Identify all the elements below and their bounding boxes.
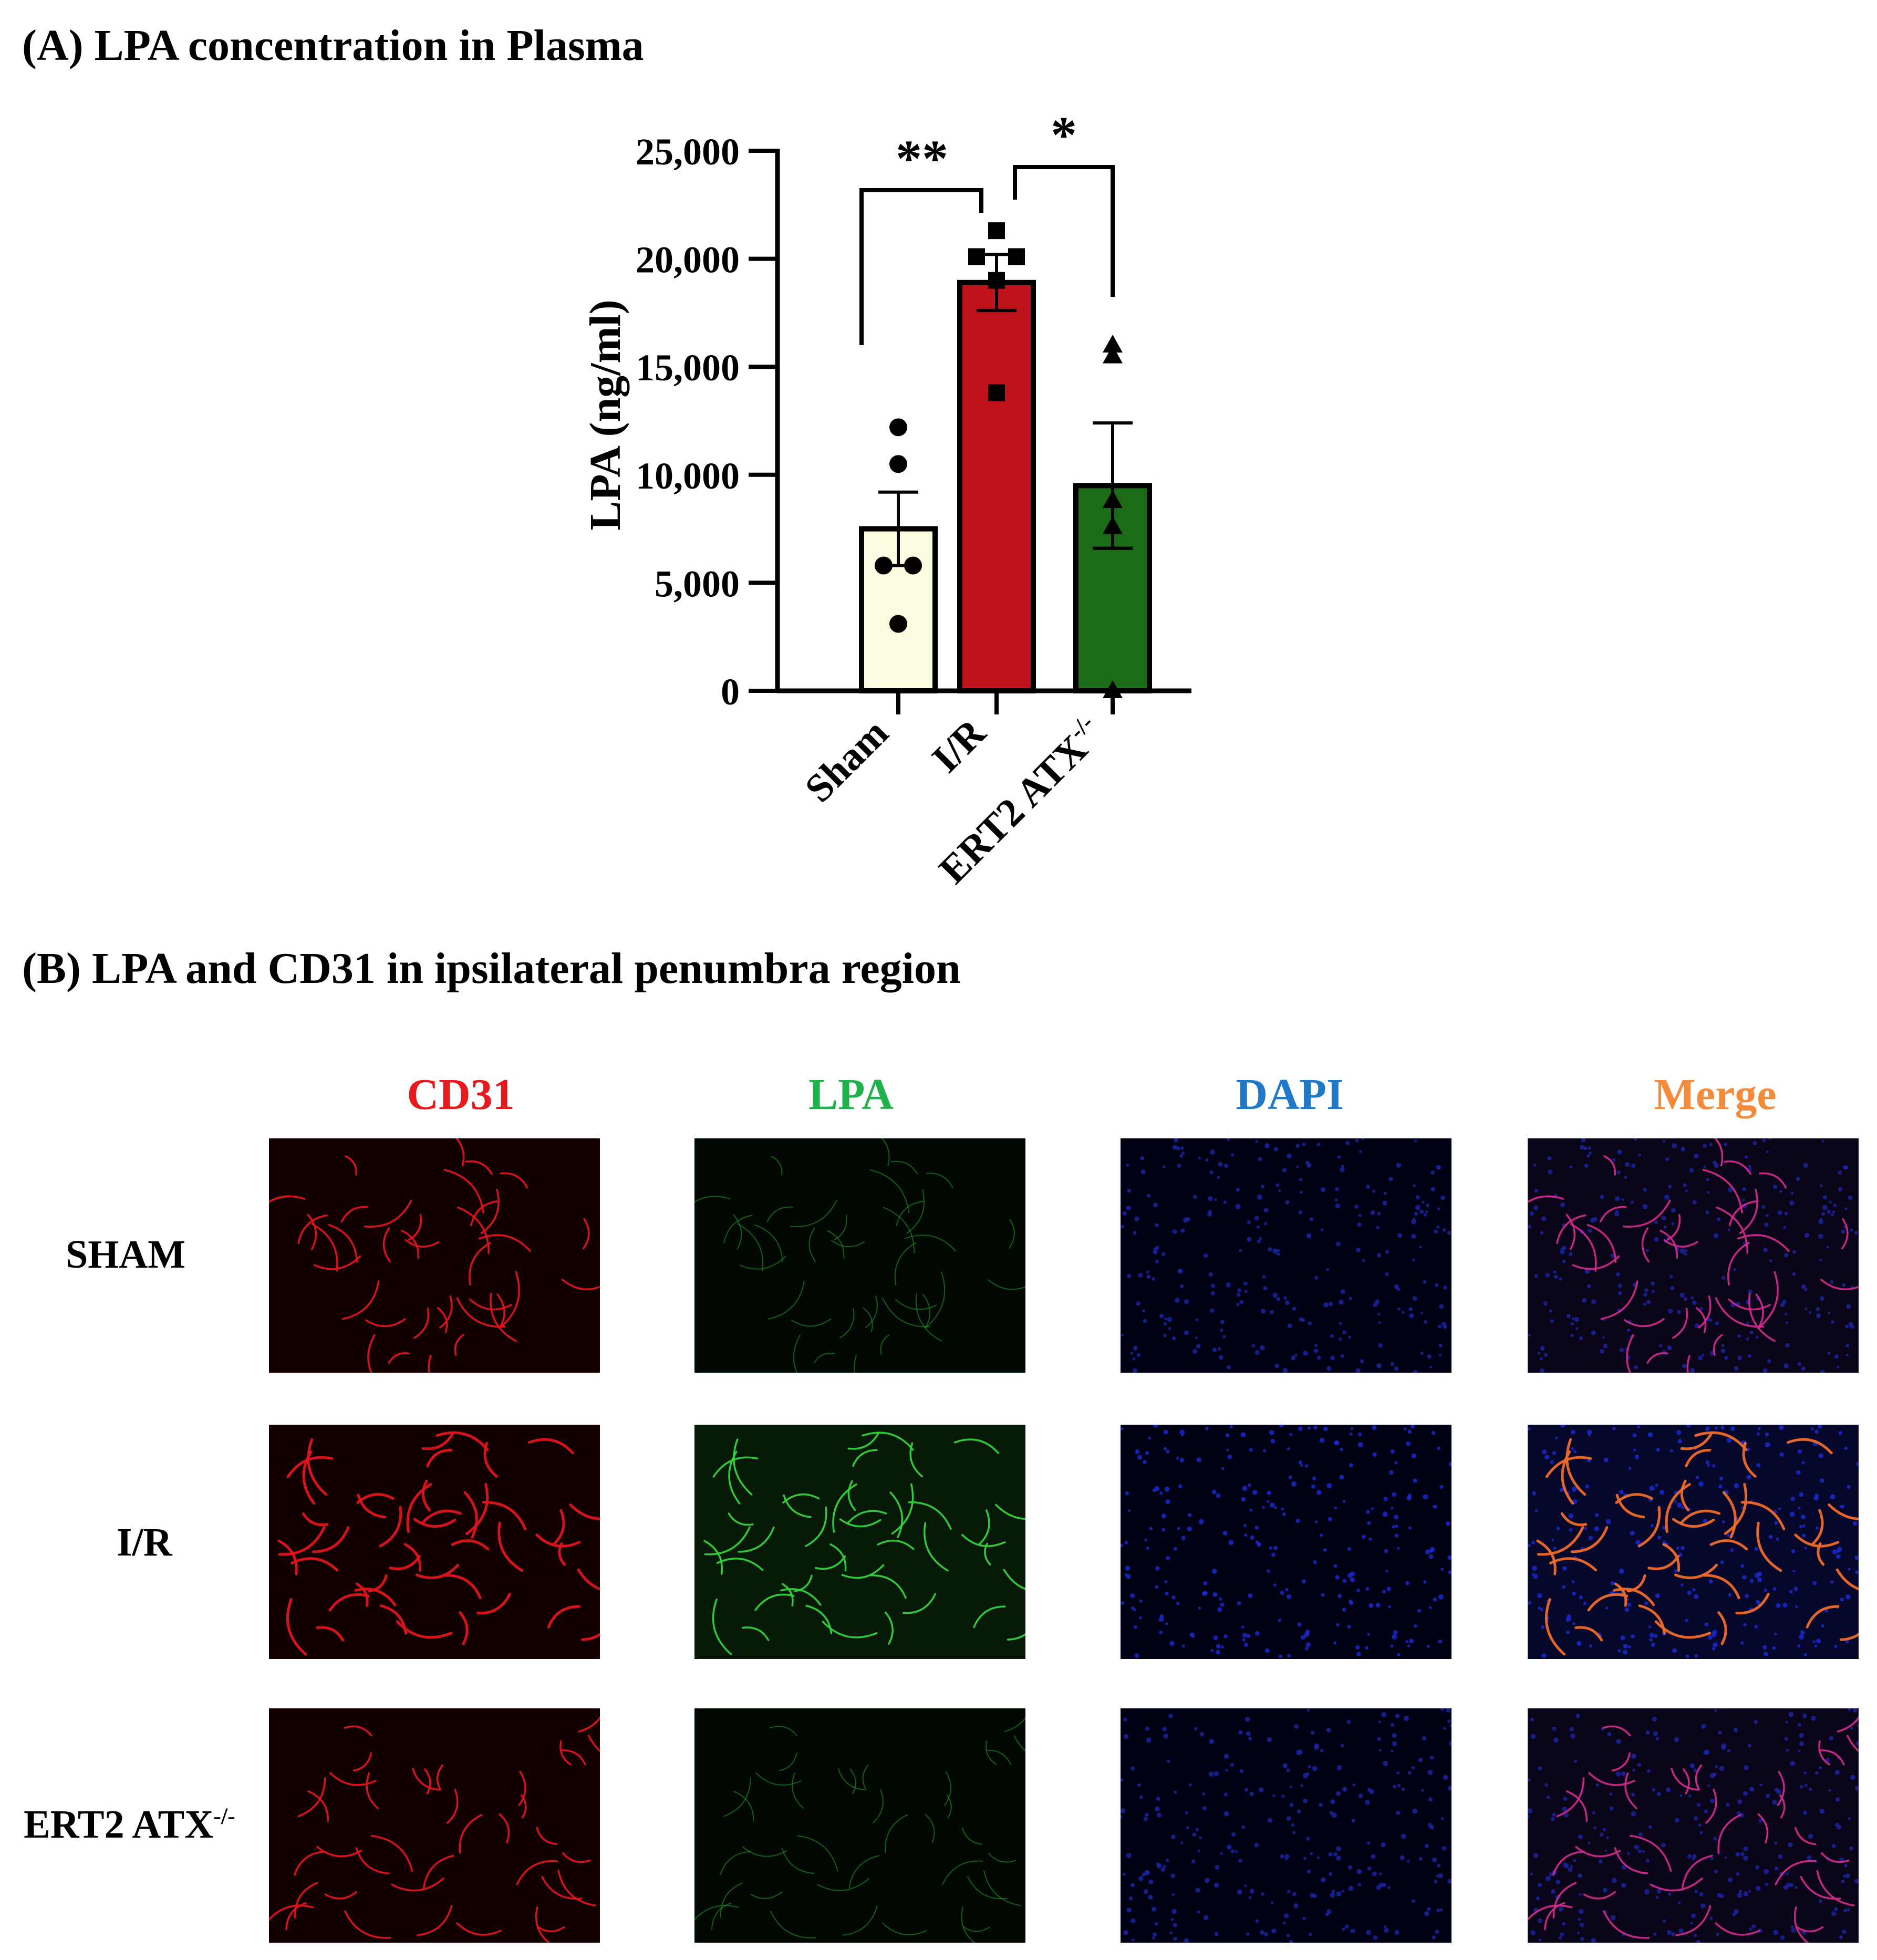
data-point-circle bbox=[889, 615, 907, 633]
micrograph-sham-lpa bbox=[694, 1138, 1025, 1373]
y-tick-label: 15,000 bbox=[636, 347, 740, 389]
significance-bracket-sham-ir bbox=[859, 188, 983, 345]
x-tick-label: Sham bbox=[796, 711, 897, 811]
micrograph-ir-dapi bbox=[1121, 1425, 1451, 1659]
micrograph-sham-cd31 bbox=[269, 1138, 600, 1373]
row-label-ir: I/R bbox=[117, 1520, 172, 1564]
data-point-triangle bbox=[1103, 335, 1123, 353]
significance-bracket-ir-ert2 bbox=[1013, 165, 1115, 297]
y-tick-label: 20,000 bbox=[636, 239, 740, 281]
data-point-triangle bbox=[1103, 516, 1123, 534]
y-tick-label: 25,000 bbox=[636, 131, 740, 173]
data-point-square bbox=[988, 272, 1005, 289]
micrograph-ir-cd31 bbox=[269, 1425, 600, 1659]
micrograph-ert2-atx-merge bbox=[1528, 1708, 1859, 1943]
micrograph-ir-merge bbox=[1528, 1425, 1859, 1659]
significance-label: * bbox=[1051, 106, 1077, 164]
column-label-merge: Merge bbox=[1654, 1070, 1777, 1119]
micrograph-sham-merge bbox=[1528, 1138, 1859, 1373]
data-point-circle bbox=[875, 556, 893, 575]
micrograph-ert2-atx-dapi bbox=[1121, 1708, 1451, 1943]
data-point-square bbox=[988, 384, 1005, 401]
x-tick-label: I/R bbox=[924, 710, 994, 781]
micrograph-ert2-atx-lpa bbox=[694, 1708, 1025, 1943]
bar-i-r bbox=[957, 279, 1036, 693]
data-point-circle bbox=[889, 418, 907, 437]
column-label-lpa: LPA bbox=[808, 1070, 894, 1119]
data-point-square bbox=[968, 248, 985, 265]
micrograph-ert2-atx-cd31 bbox=[269, 1708, 600, 1943]
micrograph-sham-dapi bbox=[1121, 1138, 1451, 1373]
significance-label: ** bbox=[896, 129, 948, 188]
row-label-sham: SHAM bbox=[66, 1232, 185, 1277]
panel-a-title: (A) LPA concentration in Plasma bbox=[22, 21, 644, 70]
data-point-triangle bbox=[1103, 680, 1123, 698]
data-point-square bbox=[988, 222, 1005, 240]
micrograph-ir-lpa bbox=[694, 1425, 1025, 1659]
y-tick-label: 0 bbox=[721, 671, 740, 713]
data-point-square bbox=[1008, 248, 1025, 265]
column-label-cd31: CD31 bbox=[407, 1070, 515, 1119]
data-point-circle bbox=[889, 455, 907, 473]
y-tick-label: 5,000 bbox=[655, 563, 740, 605]
y-tick-label: 10,000 bbox=[636, 455, 740, 497]
panel-b-title: (B) LPA and CD31 in ipsilateral penumbra… bbox=[22, 944, 961, 993]
column-label-dapi: DAPI bbox=[1236, 1070, 1344, 1119]
y-axis-label: LPA (ng/ml) bbox=[581, 299, 630, 530]
data-point-triangle bbox=[1103, 345, 1123, 364]
row-label-ert2-atx: ERT2 ATX-/- bbox=[24, 1802, 235, 1847]
data-point-circle bbox=[904, 556, 922, 575]
data-point-triangle bbox=[1103, 490, 1123, 509]
